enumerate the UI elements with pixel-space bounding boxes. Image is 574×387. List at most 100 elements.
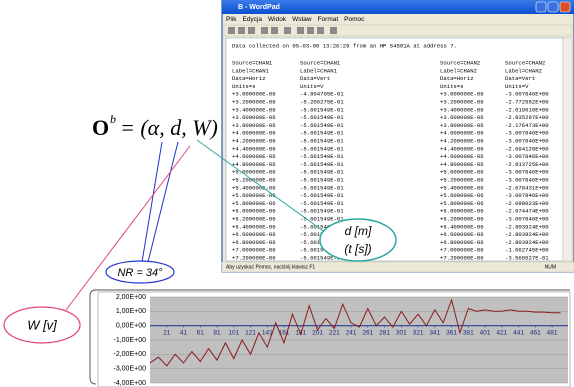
menu-item[interactable]: Edycja: [242, 16, 262, 23]
x-tick-label: 401: [480, 329, 491, 336]
cell: Label=CHAN2: [440, 67, 477, 74]
y-tick-label: -2,00E+00: [114, 351, 147, 358]
y-tick-label: -3,00E+00: [114, 366, 147, 373]
x-tick-label: 301: [396, 329, 407, 336]
cell: -2.974474E+00: [505, 208, 549, 215]
close-button[interactable]: [559, 1, 571, 13]
cell: +4.400000E-06: [440, 145, 484, 152]
menu-item[interactable]: Pomoc: [344, 16, 365, 23]
cell: -5.601549E-01: [300, 192, 344, 199]
x-tick-label: 81: [213, 329, 221, 336]
icon[interactable]: [297, 27, 304, 34]
icon[interactable]: [261, 27, 268, 34]
header-line: Data collected on 05-03-08 13:26:29 from…: [232, 42, 457, 49]
label-ellipse: [105, 260, 175, 284]
x-tick-label: 421: [496, 329, 507, 336]
connector: [196, 139, 327, 234]
chart: 2,00E+00 1,00E+00 0,00E+00 -1,00E+00 -2,00E+…: [114, 294, 568, 387]
connector: [141, 141, 163, 263]
title-bar: [222, 0, 574, 14]
cell: -2.803924E+00: [505, 231, 549, 238]
menu-item[interactable]: Format: [318, 16, 339, 23]
cell: -3.007846E+00: [505, 192, 549, 199]
cell: -2.678431E+00: [505, 184, 549, 191]
menu-bar: Plik Edycja Widok Wstaw Format Pomoc: [226, 16, 365, 23]
series-line: [149, 298, 561, 367]
cell: Label=CHAN1: [300, 67, 338, 74]
cell: -5.601549E-01: [300, 200, 344, 207]
icon[interactable]: [317, 27, 324, 34]
icon[interactable]: [271, 27, 278, 34]
cell: -5.601549E-01: [300, 145, 344, 152]
cell: +6.400000E-06: [440, 223, 484, 230]
cell: +4.600000E-06: [440, 153, 484, 160]
cell: Units=s: [440, 83, 464, 90]
x-tick-label: 201: [312, 329, 323, 336]
maximize-button[interactable]: [547, 1, 559, 13]
cell: -2.176473E+00: [505, 122, 549, 129]
cell: +3.200000E-06: [232, 98, 276, 105]
y-tick-label: 2,00E+00: [116, 294, 146, 301]
distance-label: d [m]: [345, 224, 372, 238]
cell: +3.200000E-06: [440, 98, 484, 105]
x-tick-label: 321: [413, 329, 424, 336]
cell: -2.694120E+00: [505, 145, 549, 152]
cell: -2.090023E+00: [505, 200, 549, 207]
minimize-button[interactable]: [535, 1, 547, 13]
cell: Source=CHAN2: [505, 59, 545, 66]
x-tick-label: 361: [446, 329, 457, 336]
cell: +6.800000E-06: [440, 239, 484, 246]
status-num: NUM: [545, 264, 556, 270]
cell: +6.200000E-06: [440, 215, 484, 222]
icon[interactable]: [284, 27, 291, 34]
x-tick-label: 461: [530, 329, 541, 336]
cell: -5.601549E-01: [300, 106, 344, 113]
icon[interactable]: [330, 27, 337, 34]
cell: +5.000000E-06: [440, 169, 484, 176]
menu-item[interactable]: Widok: [268, 16, 287, 23]
cell: -3.007846E+00: [505, 215, 549, 222]
cell: +5.600000E-06: [440, 192, 484, 199]
cell: +7.200000E-06: [232, 254, 276, 261]
cell: +3.600000E-06: [440, 114, 484, 121]
scrollbar[interactable]: [562, 37, 573, 262]
menu-item[interactable]: Wstaw: [292, 16, 312, 23]
cell: +3.400000E-06: [232, 106, 276, 113]
menu-item[interactable]: Plik: [226, 16, 237, 23]
icon[interactable]: [307, 27, 314, 34]
cell: +7.000000E-06: [440, 247, 484, 254]
toolbar: [223, 24, 573, 37]
cell: -2.019610E+00: [505, 106, 549, 113]
cell: +5.000000E-06: [232, 169, 276, 176]
cell: Units=V: [505, 83, 529, 90]
cell: -5.206275E-01: [300, 98, 344, 105]
x-tick-label: 61: [197, 329, 205, 336]
cell: -2.803924E+00: [505, 239, 549, 246]
x-tick-label: 141: [262, 329, 273, 336]
cell: -3.007846E+00: [505, 169, 549, 176]
label-ellipse: [319, 218, 397, 262]
cell: Units=V: [300, 83, 324, 90]
icon[interactable]: [248, 27, 255, 34]
cell: +3.800000E-06: [440, 122, 484, 129]
cell: -5.601549E-01: [300, 223, 344, 230]
cell: -5.601549E-01: [300, 215, 344, 222]
cell: -5.601549E-01: [300, 153, 344, 160]
cell: -1.062745E+00: [505, 247, 549, 254]
cell: -4.804705E-01: [300, 91, 344, 98]
nr-label: NR = 34°: [117, 267, 163, 279]
icon[interactable]: [228, 27, 235, 34]
cell: +7.200000E-06: [440, 254, 484, 261]
cell: Data=Horiz: [440, 75, 474, 82]
cell: -5.601549E-01: [300, 161, 344, 168]
cell: -2.803924E+00: [505, 223, 549, 230]
cell: Source=CHAN1: [300, 59, 341, 66]
x-tick-label: 21: [163, 329, 171, 336]
cell: +5.400000E-06: [232, 184, 276, 191]
y-tick-label: 1,00E+00: [116, 308, 146, 315]
x-tick-label: 341: [429, 329, 440, 336]
icon[interactable]: [238, 27, 245, 34]
x-tick-label: 481: [547, 329, 558, 336]
x-tick-label: 281: [379, 329, 390, 336]
